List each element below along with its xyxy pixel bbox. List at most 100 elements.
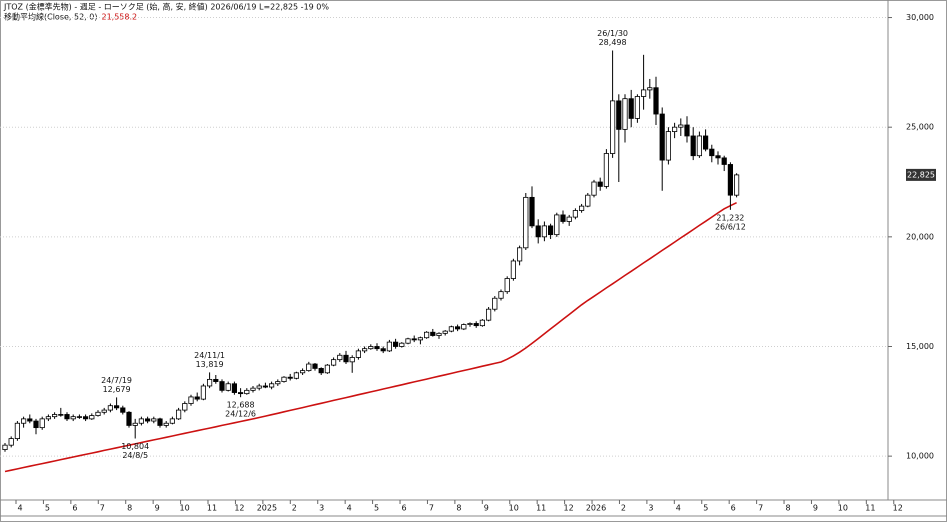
candle-body xyxy=(89,415,95,420)
candle-body xyxy=(349,357,355,363)
candle-body xyxy=(684,124,690,137)
y-tick-label: 25,000 xyxy=(906,123,934,132)
candle-body xyxy=(504,278,510,293)
candle-body xyxy=(95,411,101,416)
annotation-value: 21,232 xyxy=(716,213,744,222)
candle-body xyxy=(2,444,8,450)
candle-body xyxy=(132,422,138,426)
candle-body xyxy=(250,387,256,391)
candle-body xyxy=(734,174,740,196)
candle-body xyxy=(467,323,473,325)
candle-body xyxy=(703,135,709,150)
x-tick-label: 6 xyxy=(72,504,77,513)
candle-body xyxy=(225,383,231,391)
x-tick-label: 6 xyxy=(401,504,406,513)
candle-body xyxy=(709,148,715,157)
x-tick-label: 12 xyxy=(564,504,574,513)
candle-body xyxy=(641,89,647,97)
candle-body xyxy=(70,416,76,420)
candle-body xyxy=(430,331,436,336)
candle-body xyxy=(256,385,262,389)
candle-body xyxy=(182,403,188,411)
x-tick-label: 2026 xyxy=(586,504,606,513)
x-tick-label: 8 xyxy=(785,504,790,513)
candle-body xyxy=(194,396,200,400)
candle-body xyxy=(616,100,622,130)
x-tick-label: 11 xyxy=(536,504,546,513)
candle-body xyxy=(628,98,634,119)
candle-body xyxy=(653,87,659,115)
candle-body xyxy=(696,135,703,157)
candle-body xyxy=(107,405,113,411)
x-tick-label: 4 xyxy=(676,504,681,513)
x-tick-label: 3 xyxy=(648,504,653,513)
candle-body xyxy=(126,411,132,426)
candle-body xyxy=(541,225,548,238)
moving-average-line xyxy=(4,201,737,473)
candle-body xyxy=(275,381,281,385)
annotation-value: 10,804 xyxy=(121,442,149,451)
candle-body xyxy=(603,153,610,187)
candle-body xyxy=(411,338,417,341)
candle-body xyxy=(461,324,467,330)
candle-body xyxy=(262,385,269,388)
annotation-value: 13,819 xyxy=(196,360,224,369)
x-tick-label: 7 xyxy=(429,504,434,513)
x-tick-label: 11 xyxy=(207,504,217,513)
candle-body xyxy=(498,291,504,299)
candle-body xyxy=(213,378,219,382)
candle-body xyxy=(572,210,579,218)
annotation-date: 24/12/6 xyxy=(225,410,256,419)
x-tick-label: 2 xyxy=(292,504,297,513)
candle-body xyxy=(399,342,405,347)
candle-body xyxy=(535,225,541,238)
candle-body xyxy=(597,181,603,187)
candle-body xyxy=(169,418,175,424)
candle-body xyxy=(659,113,665,161)
candle-body xyxy=(361,348,368,352)
x-tick-label: 10 xyxy=(838,504,848,513)
x-tick-label: 12 xyxy=(893,504,903,513)
candle-body xyxy=(423,331,430,339)
candle-body xyxy=(678,124,684,128)
annotation-date: 26/1/30 xyxy=(597,29,628,38)
annotation-value: 12,679 xyxy=(103,385,131,394)
candle-body xyxy=(368,346,374,350)
candle-body xyxy=(721,157,727,165)
ma-last-value: 21,558.2 xyxy=(101,13,137,22)
candle-body xyxy=(58,414,64,416)
candle-body xyxy=(343,354,349,363)
candle-body xyxy=(610,100,616,154)
candle-body xyxy=(175,409,182,420)
candle-body xyxy=(83,416,89,420)
candle-body xyxy=(163,422,169,426)
x-tick-label: 7 xyxy=(100,504,105,513)
last-price-label: 22,825 xyxy=(907,170,935,179)
candle-body xyxy=(417,337,424,341)
candle-body xyxy=(337,354,343,361)
candle-body xyxy=(392,341,399,347)
candle-body xyxy=(281,376,287,382)
candle-body xyxy=(52,414,58,418)
candle-body xyxy=(151,418,157,422)
candle-body xyxy=(114,405,120,409)
x-tick-label: 4 xyxy=(17,504,22,513)
ma-label: 移動平均線(Close, 52, 0) xyxy=(4,12,97,22)
annotation-date: 24/7/19 xyxy=(101,376,132,385)
candle-body xyxy=(554,214,560,236)
candle-body xyxy=(715,155,721,159)
candle-body xyxy=(634,96,641,119)
candle-body xyxy=(380,348,386,352)
last-price-box xyxy=(906,168,936,181)
x-tick-label: 10 xyxy=(509,504,519,513)
candle-body xyxy=(200,385,206,400)
x-tick-label: 5 xyxy=(703,504,708,513)
annotation-date: 26/6/12 xyxy=(715,222,746,231)
candle-body xyxy=(405,338,411,344)
candle-body xyxy=(386,341,393,352)
candle-body xyxy=(585,194,591,207)
x-tick-label: 2025 xyxy=(257,504,277,513)
x-tick-label: 4 xyxy=(347,504,352,513)
x-tick-label: 8 xyxy=(456,504,461,513)
candle-body xyxy=(101,409,107,413)
